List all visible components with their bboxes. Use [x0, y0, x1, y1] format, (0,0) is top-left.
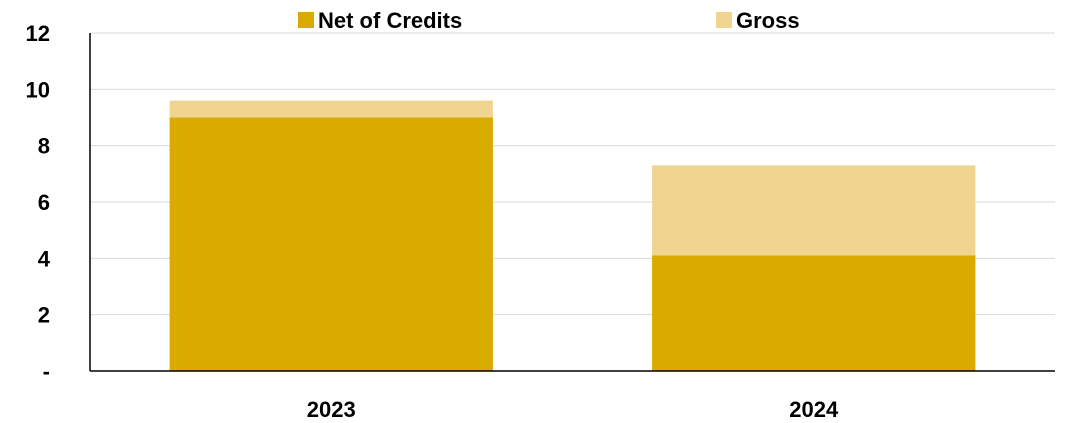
- bar-net-of-credits: [652, 255, 976, 371]
- legend-swatch-net-of-credits: [298, 12, 314, 28]
- legend-label-gross: Gross: [736, 8, 800, 33]
- y-tick-label: 12: [26, 21, 50, 46]
- y-tick-label: 6: [38, 190, 50, 215]
- y-tick-label: 10: [26, 77, 50, 102]
- legend: Net of Credits Gross: [298, 8, 800, 33]
- y-tick-label: -: [43, 359, 50, 384]
- x-category-label: 2024: [789, 397, 839, 422]
- y-tick-labels: - 2 4 6 8 10 12: [26, 21, 51, 384]
- x-category-labels: 2023 2024: [307, 397, 839, 422]
- x-category-label: 2023: [307, 397, 356, 422]
- y-tick-label: 4: [38, 246, 51, 271]
- y-tick-label: 8: [38, 134, 50, 159]
- legend-label-net-of-credits: Net of Credits: [318, 8, 462, 33]
- y-tick-label: 2: [38, 303, 50, 328]
- legend-swatch-gross: [716, 12, 732, 28]
- axes: [89, 33, 1055, 372]
- bars: [169, 100, 976, 371]
- bar-net-of-credits: [169, 117, 493, 371]
